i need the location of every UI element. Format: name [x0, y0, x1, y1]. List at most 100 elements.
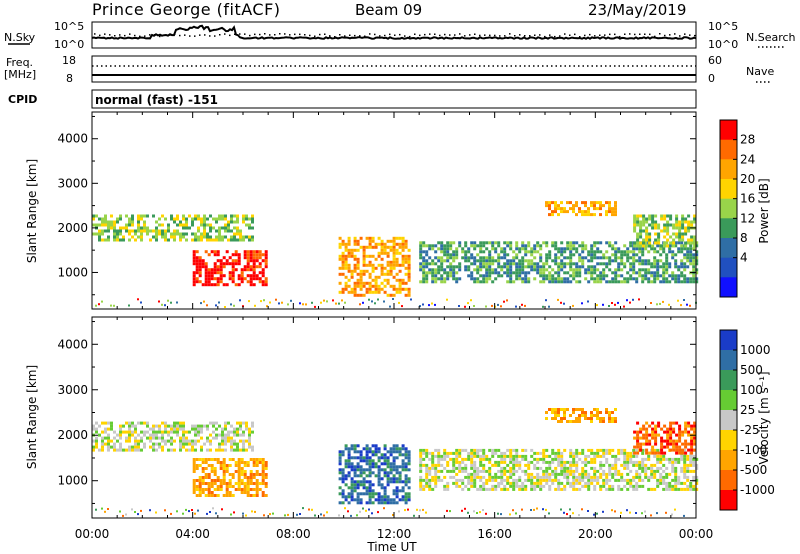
- echo-cell: [359, 281, 363, 285]
- echo-cell: [359, 474, 363, 478]
- echo-cell: [407, 263, 411, 267]
- echo-cell: [225, 259, 229, 263]
- echo-cell: [261, 283, 265, 287]
- echo-cell: [623, 305, 625, 308]
- echo-cell: [629, 460, 633, 464]
- echo-cell: [221, 448, 224, 452]
- echo-cell: [362, 260, 366, 264]
- echo-cell: [536, 472, 540, 476]
- echo-cell: [611, 454, 615, 458]
- echo-cell: [182, 436, 185, 440]
- echo-cell: [635, 487, 639, 491]
- echo-cell: [455, 484, 459, 488]
- echo-cell: [195, 277, 199, 281]
- echo-cell: [569, 414, 572, 417]
- echo-cell: [461, 250, 465, 254]
- echo-cell: [626, 460, 630, 464]
- echo-cell: [488, 448, 492, 452]
- echo-cell: [240, 271, 244, 275]
- echo-cell: [521, 280, 525, 284]
- echo-cell: [182, 430, 185, 434]
- echo-cell: [371, 266, 375, 270]
- echo-cell: [383, 492, 387, 496]
- echo-cell: [560, 265, 564, 269]
- echo-cell: [119, 436, 122, 440]
- echo-cell: [458, 469, 462, 473]
- echo-cell: [590, 448, 594, 452]
- echo-cell: [650, 262, 654, 266]
- echo-cell: [521, 259, 525, 263]
- echo-cell: [473, 475, 477, 479]
- echo-cell: [185, 217, 188, 221]
- echo-cell: [455, 280, 459, 284]
- echo-cell: [197, 229, 200, 233]
- echo-cell: [452, 250, 456, 254]
- echo-cell: [371, 263, 375, 267]
- echo-cell: [113, 442, 116, 446]
- echo-cell: [482, 277, 486, 281]
- echo-cell: [500, 305, 502, 308]
- echo-cell: [170, 427, 173, 431]
- echo-cell: [242, 442, 245, 446]
- echo-cell: [392, 492, 396, 496]
- echo-cell: [461, 457, 465, 461]
- echo-cell: [677, 277, 681, 281]
- echo-cell: [233, 430, 236, 434]
- echo-cell: [666, 439, 670, 443]
- echo-cell: [527, 460, 531, 464]
- echo-cell: [479, 460, 483, 464]
- echo-cell: [672, 421, 676, 425]
- echo-cell: [401, 498, 405, 502]
- echo-cell: [200, 424, 203, 428]
- echo-cell: [695, 487, 699, 491]
- echo-cell: [113, 226, 116, 230]
- echo-cell: [380, 242, 384, 246]
- echo-cell: [398, 450, 402, 454]
- echo-cell: [164, 430, 167, 434]
- echo-cell: [254, 304, 256, 307]
- echo-cell: [128, 439, 131, 443]
- echo-cell: [584, 244, 588, 248]
- colorbar-swatch: [720, 370, 737, 391]
- echo-cell: [560, 247, 564, 251]
- echo-cell: [395, 501, 399, 505]
- echo-cell: [371, 300, 373, 303]
- echo-cell: [359, 278, 363, 282]
- echo-cell: [347, 266, 351, 270]
- echo-cell: [248, 300, 250, 303]
- echo-cell: [149, 229, 152, 233]
- echo-cell: [557, 478, 561, 482]
- echo-cell: [563, 472, 567, 476]
- echo-cell: [669, 427, 673, 431]
- echo-cell: [377, 263, 381, 267]
- echo-cell: [356, 456, 360, 460]
- echo-cell: [158, 300, 160, 303]
- noise-search-dot: [344, 35, 346, 37]
- echo-cell: [362, 254, 366, 258]
- echo-cell: [122, 235, 125, 239]
- noise-search-dot: [444, 33, 446, 36]
- echo-cell: [455, 481, 459, 485]
- echo-cell: [632, 460, 636, 464]
- echo-cell: [684, 424, 688, 428]
- echo-cell: [675, 433, 679, 437]
- noise-search-dot: [384, 34, 386, 37]
- echo-cell: [237, 476, 241, 479]
- echo-cell: [164, 442, 167, 446]
- echo-cell: [209, 223, 212, 227]
- echo-cell: [614, 241, 618, 245]
- echo-cell: [198, 280, 202, 284]
- echo-cell: [341, 290, 345, 294]
- echo-cell: [407, 287, 411, 291]
- echo-cell: [422, 256, 426, 260]
- colorbar-swatch: [720, 277, 737, 298]
- echo-cell: [389, 284, 393, 288]
- echo-cell: [557, 247, 561, 251]
- echo-cell: [252, 482, 256, 485]
- echo-cell: [443, 448, 447, 452]
- echo-cell: [467, 478, 471, 482]
- echo-cell: [443, 271, 447, 275]
- echo-cell: [680, 274, 684, 278]
- echo-cell: [587, 265, 591, 269]
- echo-cell: [639, 235, 643, 239]
